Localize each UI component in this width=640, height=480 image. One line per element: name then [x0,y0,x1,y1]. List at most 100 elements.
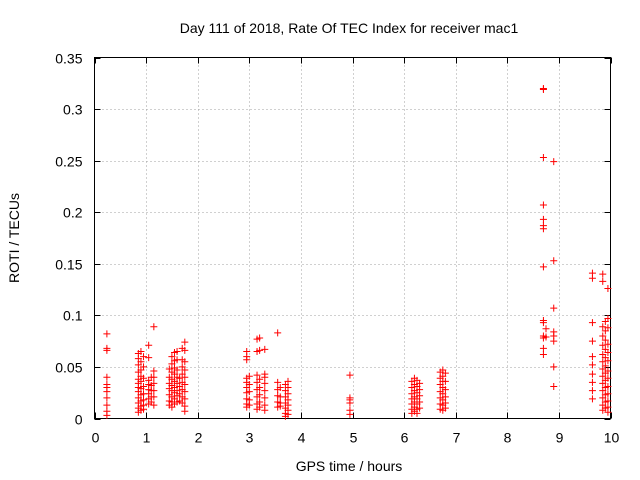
data-point [103,373,111,381]
x-tick-label: 7 [453,430,461,446]
x-tick-label: 0 [92,430,100,446]
data-point [346,371,354,379]
data-point [601,336,609,344]
x-tick-label: 1 [143,430,151,446]
data-point [245,401,253,409]
data-point [140,405,148,413]
x-tick-label: 2 [195,430,203,446]
x-axis-label: GPS time / hours [296,458,403,474]
data-point [261,394,269,402]
data-point [550,158,558,166]
data-point [604,348,612,356]
data-point [256,346,264,354]
data-point [539,351,547,359]
data-point [604,367,612,375]
data-point [245,380,253,388]
data-point [604,408,612,416]
data-point [416,392,424,400]
data-point [150,323,158,331]
y-tick-label: 0 [75,412,83,428]
data-point [550,363,558,371]
data-point [599,277,607,285]
data-point [168,353,176,361]
data-point [539,344,547,352]
plot-frame [94,57,611,419]
data-point [256,334,264,342]
x-tick-label: 6 [401,430,409,446]
data-point [601,362,609,370]
data-point [604,390,612,398]
data-point [346,399,354,407]
data-point [140,353,148,361]
axis-ticks [94,57,612,420]
data-point [256,403,264,411]
y-tick-label: 0.3 [63,102,83,118]
data-point [103,401,111,409]
data-point [416,398,424,406]
data-point [441,386,449,394]
data-point [441,393,449,401]
data-point [140,363,148,371]
data-point [539,263,547,271]
data-point [261,406,269,414]
data-point [150,379,158,387]
data-point [441,369,449,377]
data-point [539,215,547,223]
data-point [550,337,558,345]
data-point [542,325,550,333]
data-point [599,332,607,340]
data-point [274,329,282,337]
data-point [145,354,153,362]
data-point [604,314,612,322]
data-point [181,358,189,366]
data-point [539,225,547,233]
data-point [416,386,424,394]
gridlines [94,57,611,419]
data-point [604,324,612,332]
data-point [550,257,558,265]
data-point [274,378,282,386]
x-tick-label: 4 [298,430,306,446]
data-point [150,401,158,409]
data-point [181,388,189,396]
data-point [604,374,612,382]
x-tick-label: 10 [604,430,620,446]
data-point [284,410,292,418]
data-point [413,409,421,417]
data-point [261,373,269,381]
data-point [243,356,251,364]
x-tick-label: 9 [556,430,564,446]
data-point [539,85,547,93]
y-tick-label: 0.05 [55,360,82,376]
x-tick-label: 8 [504,430,512,446]
data-point [181,380,189,388]
data-point [276,384,284,392]
data-point [137,347,145,355]
data-point [245,372,253,380]
data-point [588,370,596,378]
data-point [173,347,181,355]
data-point [276,402,284,410]
data-point [173,366,181,374]
data-point [256,391,264,399]
data-point [140,383,148,391]
data-point [588,274,596,282]
data-point [539,319,547,327]
data-point [103,330,111,338]
data-point [599,358,607,366]
data-point [284,377,292,385]
y-tick-label: 0.25 [55,154,82,170]
data-point [137,358,145,366]
data-point [145,341,153,349]
data-point [604,340,612,348]
data-point [261,379,269,387]
data-point [550,383,558,391]
data-point [550,304,558,312]
data-point [176,374,184,382]
data-point [181,338,189,346]
data-point [181,407,189,415]
data-point [588,387,596,395]
data-point [253,371,261,379]
y-tick-label: 0.35 [55,51,82,67]
data-point [181,373,189,381]
